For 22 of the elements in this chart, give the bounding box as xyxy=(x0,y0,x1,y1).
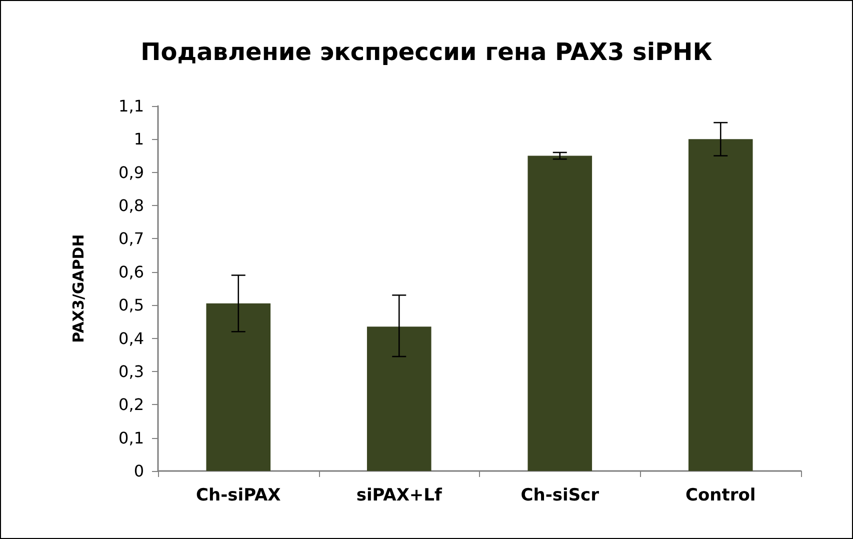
y-tick-label: 0,7 xyxy=(118,229,144,248)
y-tick-label: 0 xyxy=(134,462,144,480)
y-tick-label: 0,1 xyxy=(118,428,144,448)
y-tick-label: 0,9 xyxy=(118,162,144,182)
y-tick-label: 1 xyxy=(134,130,144,149)
bar xyxy=(688,139,753,471)
y-tick-label: 0,8 xyxy=(118,196,144,216)
chart-title: Подавление экспрессии гена PAX3 siРНК xyxy=(140,38,713,66)
y-tick-label: 0,3 xyxy=(118,362,144,381)
y-tick-label: 0,6 xyxy=(118,262,144,282)
bar xyxy=(528,156,592,471)
x-tick-label: siPAX+Lf xyxy=(356,486,443,506)
bar xyxy=(366,326,432,471)
y-axis-title: PAX3/GAPDH xyxy=(70,234,88,343)
y-tick-label: 0,4 xyxy=(118,328,144,348)
x-tick-label: Control xyxy=(685,486,756,506)
y-tick-label: 1,1 xyxy=(118,96,144,116)
y-tick-label: 0,2 xyxy=(118,395,144,414)
bar xyxy=(206,303,271,471)
x-tick-label: Ch-siPAX xyxy=(196,486,281,506)
y-tick-label: 0,5 xyxy=(118,296,144,315)
x-tick-label: Ch-siScr xyxy=(520,486,600,506)
